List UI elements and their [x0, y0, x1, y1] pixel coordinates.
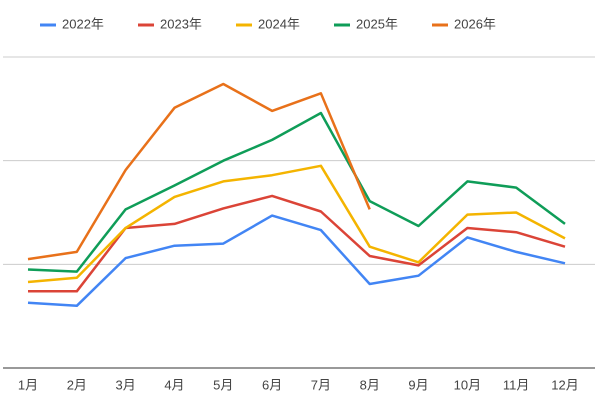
legend-label: 2025年 [356, 16, 398, 31]
legend-label: 2022年 [62, 16, 104, 31]
x-tick-label: 11月 [503, 377, 530, 392]
x-tick-label: 5月 [213, 377, 233, 392]
x-tick-label: 1月 [18, 377, 38, 392]
x-tick-label: 4月 [164, 377, 184, 392]
x-tick-label: 12月 [551, 377, 578, 392]
legend-label: 2026年 [454, 16, 496, 31]
series-line [27, 82, 371, 261]
legend-label: 2024年 [258, 16, 300, 31]
series-line [27, 164, 566, 284]
x-tick-label: 3月 [116, 377, 136, 392]
x-tick-label: 7月 [311, 377, 331, 392]
x-tick-label: 9月 [408, 377, 428, 392]
series-line [27, 214, 566, 308]
x-tick-label: 8月 [360, 377, 380, 392]
legend-label: 2023年 [160, 16, 202, 31]
x-tick-label: 2月 [67, 377, 87, 392]
series-line [27, 111, 566, 273]
x-tick-label: 10月 [454, 377, 481, 392]
series-line [28, 194, 566, 293]
x-tick-label: 6月 [262, 377, 282, 392]
